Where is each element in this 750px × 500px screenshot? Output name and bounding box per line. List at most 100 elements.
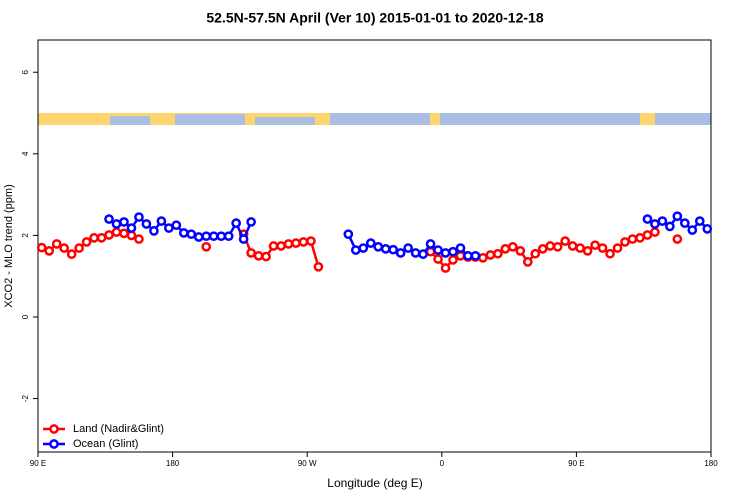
- data-point: [597, 243, 608, 253]
- data-point: [463, 250, 473, 261]
- data-point: [261, 251, 271, 262]
- data-point: [134, 212, 144, 222]
- data-point: [395, 248, 406, 258]
- data-point: [44, 246, 55, 256]
- data-point: [119, 217, 129, 227]
- data-point: [478, 252, 488, 263]
- data-point: [208, 231, 219, 242]
- data-point: [470, 250, 481, 261]
- data-point: [694, 216, 705, 226]
- y-axis-label: XCO2 - MLO trend (ppm): [3, 184, 15, 307]
- data-point: [134, 234, 144, 244]
- data-point: [276, 241, 286, 251]
- data-point: [702, 224, 713, 234]
- data-point: [493, 248, 503, 259]
- data-point: [156, 216, 167, 226]
- data-point: [343, 229, 354, 240]
- data-point: [380, 244, 391, 254]
- data-point: [448, 255, 458, 265]
- data-point: [672, 211, 683, 222]
- data-point: [201, 231, 212, 242]
- chart-title: 52.5N-57.5N April (Ver 10) 2015-01-01 to…: [206, 10, 543, 26]
- data-point: [126, 223, 137, 233]
- data-point: [111, 227, 122, 237]
- data-point: [440, 248, 451, 258]
- data-point: [679, 218, 690, 229]
- surface-band: [38, 113, 711, 125]
- data-point: [665, 221, 675, 232]
- data-point: [74, 243, 84, 253]
- data-point: [687, 225, 698, 235]
- data-point: [642, 214, 653, 224]
- data-point: [635, 232, 645, 243]
- y-tick-label: -2: [21, 394, 30, 402]
- data-point: [111, 219, 122, 229]
- data-point: [650, 227, 660, 237]
- data-point: [530, 248, 541, 259]
- data-point: [433, 245, 443, 255]
- x-tick-label: 180: [704, 459, 718, 468]
- y-tick-label: 4: [21, 151, 30, 156]
- data-point: [291, 238, 301, 248]
- legend-label: Ocean (Glint): [73, 438, 138, 450]
- data-point: [620, 237, 630, 247]
- legend-marker: [49, 439, 59, 449]
- data-point: [485, 250, 496, 260]
- data-point: [231, 218, 242, 229]
- data-point: [575, 243, 585, 253]
- data-point: [149, 226, 159, 236]
- data-point: [306, 236, 316, 246]
- data-point: [81, 237, 92, 247]
- data-point: [410, 248, 421, 258]
- x-tick-label: 90 W: [298, 459, 317, 468]
- data-point: [425, 239, 436, 249]
- data-point: [246, 248, 256, 258]
- data-point: [193, 232, 204, 242]
- data-point: [433, 254, 443, 264]
- x-tick-label: 0: [440, 459, 445, 468]
- data-point: [36, 242, 47, 253]
- data-point: [552, 241, 563, 252]
- data-point: [642, 230, 653, 240]
- data-point: [171, 220, 182, 231]
- data-point: [448, 246, 458, 257]
- data-point: [567, 241, 578, 251]
- data-point: [627, 234, 638, 244]
- data-point: [141, 219, 152, 229]
- data-point: [388, 244, 399, 255]
- data-point: [507, 241, 518, 252]
- data-point: [216, 231, 227, 242]
- x-tick-label: 90 E: [30, 459, 46, 468]
- data-point: [373, 241, 384, 252]
- data-point: [223, 231, 234, 242]
- data-point: [365, 238, 376, 248]
- data-point: [440, 263, 451, 273]
- data-point: [59, 243, 70, 253]
- data-point: [358, 243, 369, 253]
- x-tick-label: 90 E: [568, 459, 584, 468]
- data-point: [350, 245, 361, 255]
- data-point: [89, 232, 99, 243]
- data-point: [313, 261, 324, 272]
- data-point: [186, 229, 197, 240]
- data-point: [650, 219, 660, 229]
- y-tick-label: 0: [21, 314, 30, 319]
- data-point: [537, 244, 548, 254]
- data-point: [612, 243, 623, 253]
- y-tick-label: 6: [21, 69, 30, 74]
- data-point: [455, 250, 466, 261]
- data-point: [104, 214, 114, 224]
- data-point: [605, 248, 615, 259]
- data-point: [403, 243, 413, 253]
- legend-marker: [49, 424, 59, 434]
- data-point: [96, 232, 107, 243]
- data-point: [522, 257, 533, 267]
- data-point: [590, 240, 600, 251]
- y-tick-label: 2: [21, 233, 30, 238]
- data-point: [51, 239, 62, 249]
- data-point: [104, 230, 114, 240]
- legend-label: Land (Nadir&Glint): [73, 423, 164, 435]
- data-point: [283, 239, 294, 249]
- data-point: [119, 228, 129, 239]
- x-axis-label: Longitude (deg E): [327, 476, 422, 490]
